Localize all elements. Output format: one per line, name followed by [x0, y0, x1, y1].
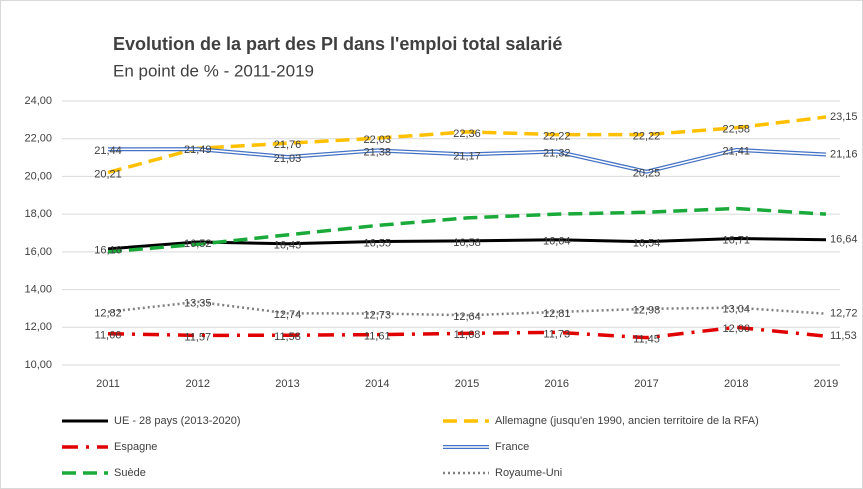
y-tick-label: 16,00: [24, 246, 52, 258]
chart-subtitle: En point de % - 2011-2019: [113, 61, 314, 80]
x-tick-label: 2019: [814, 378, 838, 390]
data-label: 21,49: [184, 144, 212, 156]
data-label: 21,44: [94, 145, 122, 157]
legend-label: Suède: [114, 467, 146, 479]
data-label: 11,58: [274, 331, 301, 343]
data-label: 13,35: [184, 298, 212, 310]
legend-label: Allemagne (jusqu'en 1990, ancien territo…: [495, 415, 759, 427]
series-line: [107, 325, 827, 340]
data-label: 21,38: [363, 146, 391, 158]
x-tick-label: 2017: [634, 378, 658, 390]
data-label: 12,82: [94, 308, 122, 320]
series-line: [107, 206, 827, 254]
legend-label: France: [495, 441, 529, 453]
legend-label: UE - 28 pays (2013-2020): [114, 415, 241, 427]
data-label: 16,55: [363, 237, 391, 249]
chart-title: Evolution de la part des PI dans l'emplo…: [113, 34, 562, 54]
series-line: [107, 300, 827, 317]
data-label: 12,64: [453, 311, 481, 323]
data-label: 16,64: [830, 234, 858, 246]
data-label: 16,71: [722, 234, 750, 246]
data-label: 22,58: [722, 124, 750, 136]
data-label: 20,21: [94, 168, 122, 180]
data-label: 12,72: [830, 308, 858, 320]
y-tick-label: 14,00: [24, 283, 52, 295]
series-line: [107, 115, 827, 175]
data-label: 11,73: [543, 328, 570, 340]
x-tick-label: 2016: [545, 378, 569, 390]
data-label: 11,53: [830, 330, 857, 342]
data-label: 22,22: [543, 130, 571, 142]
data-label: 16,43: [274, 240, 302, 252]
legend-label: Espagne: [114, 441, 157, 453]
x-tick-label: 2013: [275, 378, 299, 390]
data-label: 11,61: [364, 331, 391, 343]
data-label: 21,03: [274, 153, 302, 165]
data-label: 12,81: [543, 308, 571, 320]
data-label: 12,73: [363, 309, 391, 321]
y-tick-label: 24,00: [24, 95, 52, 107]
x-tick-label: 2012: [186, 378, 210, 390]
data-label: 13,04: [722, 304, 750, 316]
data-label: 22,36: [453, 128, 481, 140]
data-label: 12,74: [274, 309, 302, 321]
series-line-inner: [107, 148, 827, 173]
x-tick-label: 2011: [96, 378, 120, 390]
y-tick-label: 18,00: [24, 208, 52, 220]
data-label: 22,03: [363, 134, 391, 146]
data-label: 12,00: [722, 323, 750, 335]
data-label: 11,68: [454, 329, 481, 341]
x-tick-label: 2014: [365, 378, 389, 390]
data-label: 16,54: [633, 238, 661, 250]
y-tick-label: 10,00: [24, 359, 52, 371]
data-label: 20,25: [633, 168, 661, 180]
data-label: 21,41: [722, 146, 750, 158]
legend-label: Royaume-Uni: [495, 467, 562, 479]
data-label: 21,16: [830, 148, 858, 160]
y-tick-label: 12,00: [24, 321, 52, 333]
data-label: 12,98: [633, 305, 661, 317]
data-label: 23,15: [830, 111, 858, 123]
data-label: 16,64: [543, 236, 571, 248]
data-label: 21,32: [543, 147, 571, 159]
data-label: 16,16: [94, 245, 122, 257]
data-label: 21,17: [453, 150, 481, 162]
x-tick-label: 2018: [724, 378, 748, 390]
y-tick-label: 22,00: [24, 133, 52, 145]
data-label: 21,76: [274, 139, 302, 151]
data-label: 11,57: [184, 331, 211, 343]
data-label: 22,22: [633, 130, 661, 142]
data-label: 11,66: [95, 330, 122, 342]
y-tick-label: 20,00: [24, 170, 52, 182]
data-label: 11,45: [633, 334, 660, 346]
series-line: [107, 236, 827, 251]
data-label: 16,52: [184, 238, 212, 250]
data-label: 16,58: [453, 237, 481, 249]
x-tick-label: 2015: [455, 378, 479, 390]
